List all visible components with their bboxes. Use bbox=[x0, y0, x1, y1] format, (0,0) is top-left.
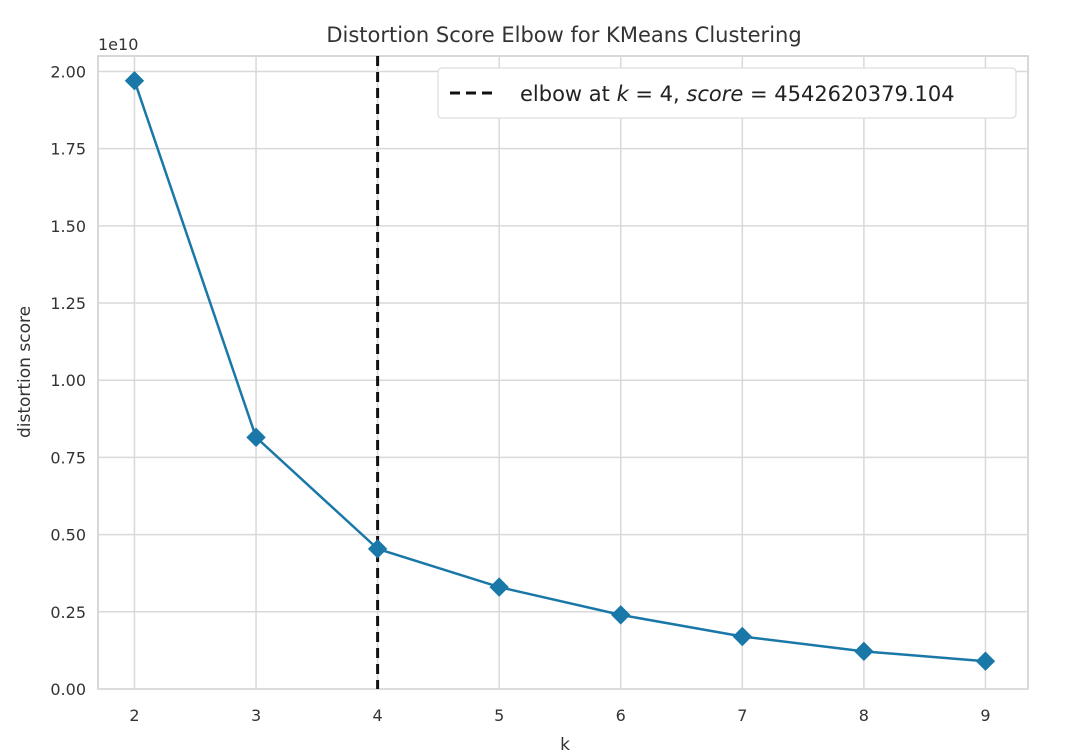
series-point bbox=[732, 626, 753, 647]
series-point bbox=[367, 539, 388, 559]
y-tick-label: 0.00 bbox=[50, 680, 86, 699]
x-tick-label: 5 bbox=[494, 706, 504, 725]
x-axis-label: k bbox=[560, 735, 570, 755]
y-offset-label: 1e10 bbox=[98, 35, 138, 54]
legend-box bbox=[437, 67, 1017, 119]
y-tick-label: 1.00 bbox=[50, 371, 86, 390]
series-point bbox=[975, 651, 996, 671]
series-point bbox=[611, 605, 631, 625]
grid-lines bbox=[98, 56, 1028, 690]
y-tick-label: 0.25 bbox=[50, 603, 86, 622]
legend-prefix: elbow at bbox=[520, 82, 617, 106]
y-axis-label: distortion score bbox=[15, 306, 35, 438]
legend-eq1: = 4, bbox=[629, 82, 687, 106]
legend-score: score bbox=[686, 82, 743, 106]
x-tick-label: 6 bbox=[616, 706, 626, 725]
x-tick-labels: 2 3 4 5 6 7 8 9 bbox=[129, 706, 990, 725]
y-tick-labels: 0.00 0.25 0.50 0.75 1.00 1.25 1.50 1.75 2.00 bbox=[50, 62, 86, 699]
series-point bbox=[489, 577, 509, 597]
x-tick-label: 4 bbox=[373, 706, 383, 725]
legend: elbow at k = 4, score = 4542620379.104 bbox=[437, 67, 1017, 119]
series-markers bbox=[124, 70, 996, 671]
chart-title: Distortion Score Elbow for KMeans Cluste… bbox=[326, 23, 801, 47]
series-point bbox=[854, 641, 874, 662]
x-tick-label: 2 bbox=[129, 706, 139, 725]
x-tick-label: 7 bbox=[737, 706, 747, 725]
y-tick-label: 1.50 bbox=[50, 217, 86, 236]
y-tick-label: 1.75 bbox=[50, 140, 86, 159]
plot-frame bbox=[97, 55, 1029, 690]
y-tick-label: 0.50 bbox=[50, 526, 86, 545]
series-point bbox=[124, 70, 145, 91]
y-tick-label: 0.75 bbox=[50, 448, 86, 467]
x-tick-label: 8 bbox=[859, 706, 869, 725]
x-tick-label: 9 bbox=[980, 706, 990, 725]
legend-k: k bbox=[617, 82, 630, 106]
series-point bbox=[246, 427, 266, 448]
x-tick-label: 3 bbox=[251, 706, 261, 725]
series-line bbox=[133, 80, 986, 663]
legend-elbow-label: elbow at k = 4, score = 4542620379.104 bbox=[520, 82, 955, 106]
y-tick-label: 2.00 bbox=[50, 62, 86, 81]
y-tick-label: 1.25 bbox=[50, 294, 86, 313]
legend-eq2: = 4542620379.104 bbox=[743, 82, 954, 106]
